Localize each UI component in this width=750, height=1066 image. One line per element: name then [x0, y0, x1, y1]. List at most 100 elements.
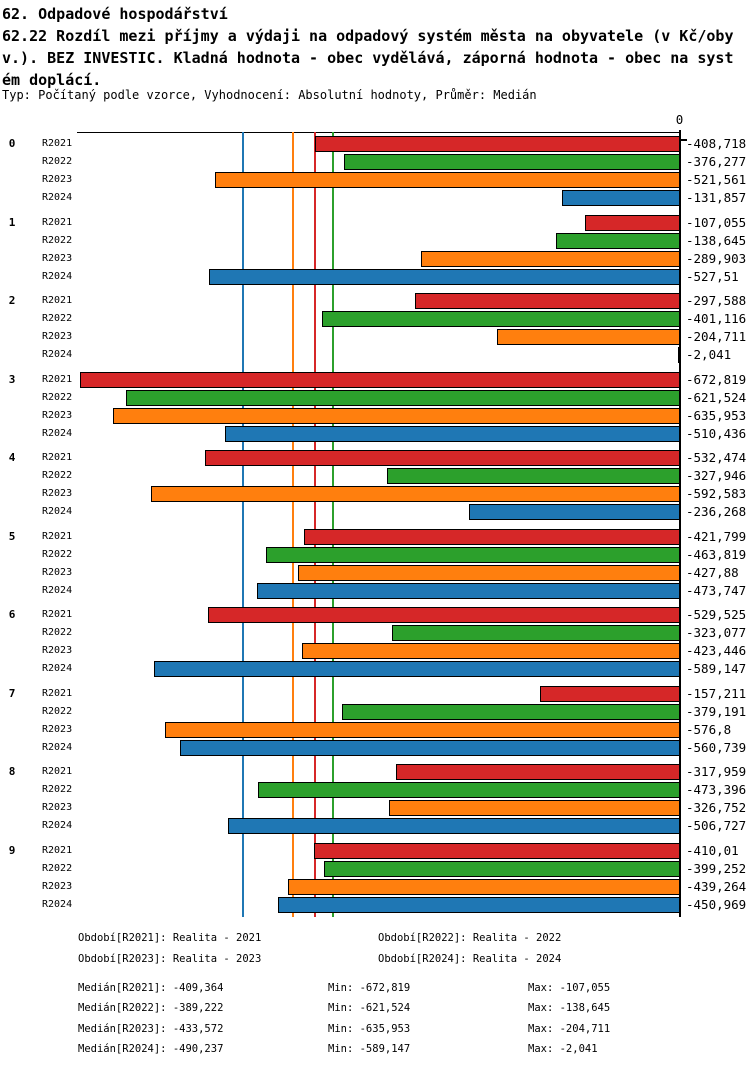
row-label-r2021: R2021	[42, 216, 73, 228]
value-label: -204,711	[686, 329, 747, 344]
group-label: 0	[8, 137, 16, 150]
stat-min: Min: -635,953	[328, 1022, 411, 1035]
value-label: -317,959	[686, 764, 747, 779]
legend-item: Období[R2022]: Realita - 2022	[378, 932, 562, 944]
row-label-r2022: R2022	[42, 156, 73, 167]
bar-r2023	[165, 721, 680, 738]
row-label-r2021: R2021	[42, 766, 73, 777]
group-label: 8	[8, 765, 16, 778]
bar-r2023	[388, 800, 680, 816]
group-label: 9	[8, 843, 16, 857]
value-label: -410,01	[686, 842, 739, 858]
row-label-r2021: R2021	[42, 452, 73, 463]
stat-median: Medián[R2024]: -490,237	[78, 1043, 224, 1056]
bar-r2024	[257, 582, 680, 599]
value-label: -107,055	[686, 214, 747, 230]
stat-median: Medián[R2023]: -433,572	[78, 1022, 224, 1035]
value-label: -532,474	[686, 450, 747, 465]
value-label: -399,252	[686, 860, 747, 876]
row-label-r2024: R2024	[42, 584, 73, 596]
value-label: -560,739	[686, 739, 747, 755]
zero-axis-tick	[681, 139, 687, 141]
stat-median: Medián[R2022]: -389,222	[78, 1002, 224, 1015]
value-label: -379,191	[686, 703, 747, 719]
row-label-r2024: R2024	[42, 506, 73, 517]
bar-r2022	[341, 703, 680, 720]
median-line-r2024	[241, 132, 244, 917]
value-label: -289,903	[686, 250, 747, 266]
row-label-r2023: R2023	[42, 409, 73, 421]
bar-r2022	[556, 232, 680, 249]
value-label: -408,718	[686, 136, 747, 151]
group-label: 4	[8, 451, 16, 464]
value-label: -672,819	[686, 371, 747, 387]
value-label: -463,819	[686, 546, 747, 562]
stat-median: Medián[R2021]: -409,364	[78, 982, 224, 994]
value-label: -131,857	[686, 190, 747, 205]
value-label: -521,561	[686, 172, 747, 187]
value-label: -297,588	[686, 293, 747, 308]
median-line-r2021	[313, 132, 316, 917]
chart-title-line3: ém doplácí.	[2, 71, 102, 89]
row-label-r2022: R2022	[42, 862, 73, 874]
bar-r2021	[207, 607, 680, 623]
bar-r2021	[584, 214, 680, 231]
row-label-r2024: R2024	[42, 192, 73, 203]
bar-r2022	[322, 311, 680, 327]
value-label: -439,264	[686, 878, 747, 894]
row-label-r2022: R2022	[42, 313, 73, 324]
value-label: -138,645	[686, 232, 747, 248]
value-label: -527,51	[686, 268, 739, 284]
median-line-r2022	[331, 132, 334, 917]
row-label-r2023: R2023	[42, 174, 73, 185]
value-label: -327,946	[686, 468, 747, 483]
bar-r2022	[125, 389, 680, 406]
chart-title-line2: v.). BEZ INVESTIC. Kladná hodnota - obec…	[2, 49, 734, 67]
bar-r2022	[266, 546, 680, 563]
row-label-r2024: R2024	[42, 270, 73, 282]
group-label: 6	[8, 608, 16, 621]
value-label: -576,8	[686, 721, 732, 737]
median-line-r2023	[292, 132, 295, 917]
zero-axis-label: 0	[675, 112, 684, 127]
bar-r2022	[391, 625, 680, 641]
row-label-r2023: R2023	[42, 331, 73, 342]
value-label: -157,211	[686, 685, 747, 701]
group-label: 7	[8, 686, 16, 700]
bar-r2021	[303, 528, 680, 545]
bar-r2021	[414, 293, 680, 309]
bar-r2021	[79, 371, 680, 388]
row-label-r2023: R2023	[42, 252, 73, 264]
row-label-r2023: R2023	[42, 566, 73, 578]
bar-r2024	[277, 896, 680, 913]
group-label: 3	[8, 372, 16, 386]
bar-r2023	[497, 329, 680, 345]
bar-r2023	[151, 486, 680, 502]
value-label: -421,799	[686, 528, 747, 544]
stat-max: Max: -2,041	[528, 1043, 598, 1056]
row-label-r2024: R2024	[42, 898, 73, 910]
value-label: -236,268	[686, 504, 747, 519]
value-label: -473,747	[686, 582, 747, 598]
chart-title-line1: 62.22 Rozdíl mezi příjmy a výdaji na odp…	[2, 27, 734, 45]
bar-r2023	[288, 878, 680, 895]
value-label: -529,525	[686, 607, 747, 622]
row-label-r2022: R2022	[42, 234, 73, 246]
value-label: -592,583	[686, 486, 747, 501]
row-label-r2021: R2021	[42, 295, 73, 306]
bar-r2021	[396, 764, 680, 780]
value-label: -326,752	[686, 800, 747, 815]
bar-r2022	[387, 468, 680, 484]
bar-r2021	[314, 842, 680, 859]
bar-r2024	[678, 347, 680, 363]
row-label-r2024: R2024	[42, 349, 73, 360]
value-label: -510,436	[686, 425, 747, 441]
stat-min: Min: -621,524	[328, 1002, 411, 1015]
stat-max: Max: -107,055	[528, 982, 611, 994]
bar-r2021	[205, 450, 680, 466]
value-label: -2,041	[686, 347, 732, 362]
bar-r2022	[257, 782, 680, 798]
bar-r2023	[302, 643, 680, 659]
bar-r2024	[227, 818, 680, 834]
row-label-r2021: R2021	[42, 609, 73, 620]
